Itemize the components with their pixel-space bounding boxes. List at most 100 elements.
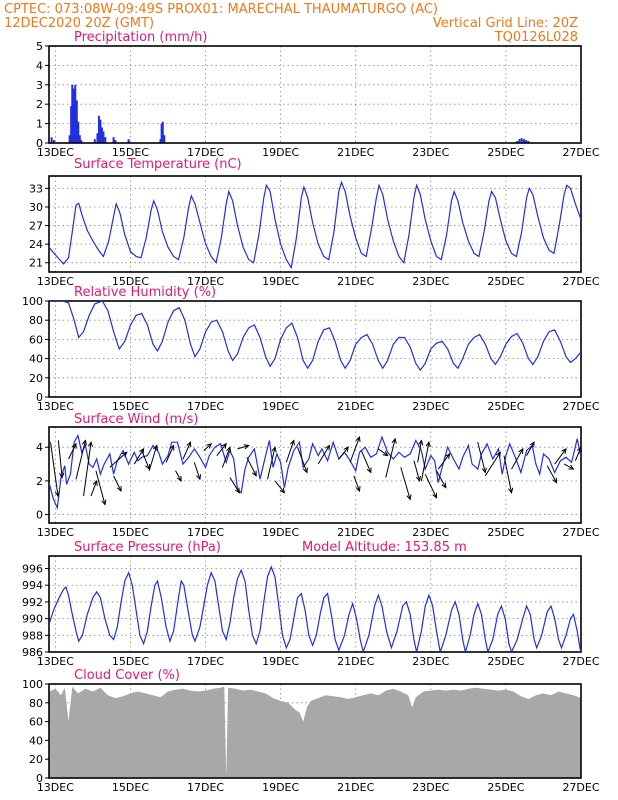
precipitation-bar xyxy=(77,121,80,143)
temperature-xtick-label: 25DEC xyxy=(487,275,524,288)
temperature-xtick-label: 23DEC xyxy=(412,275,449,288)
precipitation-bar xyxy=(520,138,523,143)
wind-vector-head xyxy=(561,447,567,454)
wind-vector-head xyxy=(325,444,331,451)
precipitation-xtick-label: 19DEC xyxy=(262,146,299,159)
precipitation-bar xyxy=(71,84,74,143)
cloud-cover-area xyxy=(49,686,581,778)
wind-vector-shaft xyxy=(436,470,447,488)
wind-vector-shaft xyxy=(554,448,567,465)
precipitation-bar xyxy=(74,84,77,143)
wind-vector-head xyxy=(59,472,65,479)
cloud-cover-xtick-label: 21DEC xyxy=(337,781,374,794)
wind-vector-shaft xyxy=(68,443,77,460)
wind-vector-shaft xyxy=(182,441,191,460)
wind-vector-head xyxy=(54,491,60,498)
wind-vector-head xyxy=(391,437,397,444)
wind-vector-shaft xyxy=(377,448,388,457)
wind-vector-head xyxy=(355,436,361,443)
wind-vector-shaft xyxy=(229,477,240,493)
wind-vector-shaft xyxy=(437,453,450,470)
wind-vector-shaft xyxy=(574,447,582,461)
temperature-panel: Surface Temperature (nC) 13DEC 15DEC 17DEC… xyxy=(29,157,600,288)
precipitation-xtick-label: 27DEC xyxy=(562,146,599,159)
wind-vector-shaft xyxy=(563,463,574,470)
wind-vector-head xyxy=(518,447,524,454)
wind-vector-head xyxy=(366,467,372,474)
precipitation-bar xyxy=(100,127,103,143)
humidity-ytick-label: 0 xyxy=(36,391,43,404)
cloud-cover-ytick-label: 20 xyxy=(29,753,43,766)
precipitation-bar xyxy=(102,131,105,143)
temperature-xtick-label: 19DEC xyxy=(262,275,299,288)
wind-xtick-label: 21DEC xyxy=(337,526,374,539)
wind-xtick-label: 15DEC xyxy=(112,526,149,539)
wind-vector-head xyxy=(139,447,145,454)
pressure-panel: Surface Pressure (hPa) Model Altitude: 1… xyxy=(22,540,600,668)
humidity-ytick-label: 60 xyxy=(29,333,43,346)
wind-vector-head xyxy=(529,441,535,448)
temperature-ytick-label: 33 xyxy=(29,182,43,195)
humidity-title: Relative Humidity (%) xyxy=(74,285,216,300)
precipitation-bar xyxy=(104,137,107,143)
cloud-cover-ytick-label: 0 xyxy=(36,772,43,785)
wind-vector-shaft xyxy=(400,467,411,500)
wind-vector-head xyxy=(251,470,257,477)
wind-vector-head xyxy=(481,467,487,474)
wind-ytick-label: 0 xyxy=(36,509,43,522)
precipitation-xtick-label: 15DEC xyxy=(112,146,149,159)
wind-vector-head xyxy=(81,439,87,446)
pressure-plot-frame xyxy=(48,555,582,653)
wind-vector-shaft xyxy=(246,457,257,477)
wind-vector-head xyxy=(176,475,182,482)
precipitation-bar xyxy=(78,135,81,143)
cloud-cover-xtick-label: 15DEC xyxy=(112,781,149,794)
wind-vector-head xyxy=(355,485,361,493)
wind-vector-head xyxy=(415,475,421,483)
wind-vector-head xyxy=(508,487,514,494)
pressure-ytick-label: 990 xyxy=(22,613,43,626)
precipitation-bar xyxy=(68,135,71,143)
pressure-ytick-label: 986 xyxy=(22,646,43,659)
pressure-xtick-label: 23DEC xyxy=(412,655,449,668)
precipitation-bar xyxy=(527,141,530,143)
precipitation-bar xyxy=(525,140,528,143)
humidity-xtick-label: 21DEC xyxy=(337,400,374,413)
wind-vector-head xyxy=(271,446,277,453)
precipitation-bar xyxy=(97,115,100,143)
wind-ytick-label: 4 xyxy=(36,441,43,454)
wind-vector-head xyxy=(343,446,349,453)
wind-vector-head xyxy=(226,446,231,453)
humidity-xtick-label: 15DEC xyxy=(112,400,149,413)
pressure-xtick-label: 15DEC xyxy=(112,655,149,668)
humidity-ytick-label: 80 xyxy=(29,314,43,327)
temperature-xtick-label: 13DEC xyxy=(37,275,74,288)
wind-vector-shaft xyxy=(83,442,92,497)
wind-vector-shaft xyxy=(216,443,227,456)
humidity-xtick-label: 25DEC xyxy=(487,400,524,413)
precipitation-panel: Precipitation (mm/h) 13DEC 15DEC 17DEC 19DE… xyxy=(36,30,600,159)
pressure-title: Surface Pressure (hPa) xyxy=(74,540,221,555)
wind-xtick-label: 19DEC xyxy=(262,526,299,539)
temperature-ytick-label: 24 xyxy=(29,238,43,251)
wind-xtick-label: 25DEC xyxy=(487,526,524,539)
wind-vector-head xyxy=(432,492,437,499)
wind-vector-head xyxy=(302,467,308,474)
header-grid-note: Vertical Grid Line: 20Z xyxy=(433,16,578,31)
humidity-xtick-label: 13DEC xyxy=(37,400,74,413)
precipitation-bar xyxy=(72,88,75,143)
precipitation-bar xyxy=(96,133,99,143)
wind-vector-shaft xyxy=(353,475,360,492)
humidity-ytick-label: 100 xyxy=(22,295,43,308)
wind-vector-shaft xyxy=(484,451,501,477)
temperature-xtick-label: 17DEC xyxy=(187,275,224,288)
cloud-cover-xtick-label: 19DEC xyxy=(262,781,299,794)
wind-vector-shaft xyxy=(317,445,330,465)
precipitation-xtick-label: 21DEC xyxy=(337,146,374,159)
wind-vector-shaft xyxy=(285,440,295,463)
wind-ytick-label: 2 xyxy=(36,475,43,488)
header-run-time: 12DEC2020 20Z (GMT) xyxy=(4,16,154,31)
wind-xtick-label: 23DEC xyxy=(412,526,449,539)
temperature-ytick-label: 30 xyxy=(29,201,43,214)
precipitation-bar xyxy=(70,106,73,143)
